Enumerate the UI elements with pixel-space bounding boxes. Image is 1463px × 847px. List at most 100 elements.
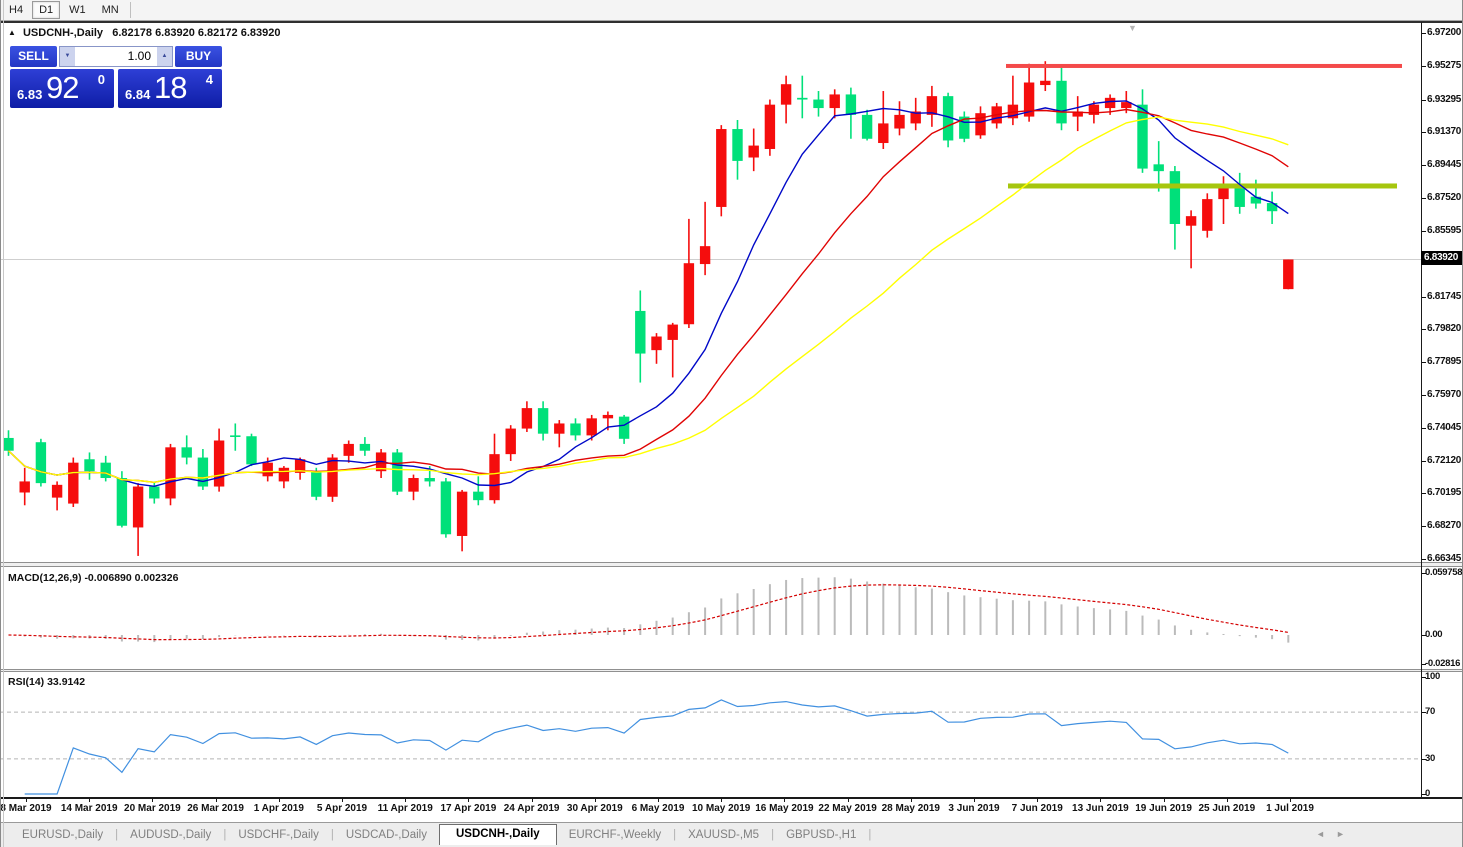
date-tick-label: 20 Mar 2019 — [124, 803, 181, 814]
candle — [635, 290, 646, 383]
macd-chart — [8, 577, 1290, 643]
chart-tab[interactable]: AUDUSD-,Daily — [130, 829, 212, 841]
candle — [84, 452, 95, 480]
date-axis[interactable]: 8 Mar 2019 14 Mar 2019 20 Mar 2019 26 Mar 2… — [0, 797, 1463, 822]
chart-tab-active[interactable]: USDCNH-,Daily — [438, 823, 557, 845]
price-axis-label: 6.81745 — [1427, 290, 1462, 302]
candle — [100, 455, 111, 482]
collapse-panel-icon[interactable]: ▲ — [8, 28, 16, 37]
candle — [894, 101, 905, 136]
candle — [699, 201, 711, 276]
timeframe-h4-button[interactable]: H4 — [9, 4, 24, 16]
chart-tab[interactable]: XAUUSD-,M5 — [688, 829, 760, 841]
chart-tab[interactable]: EURUSD-,Daily — [22, 829, 104, 841]
date-tick-label: 16 May 2019 — [755, 803, 814, 814]
candle — [1202, 193, 1213, 238]
date-tick-label: 25 Jun 2019 — [1198, 803, 1256, 814]
chart-shift-marker-icon[interactable]: ▼ — [1128, 23, 1137, 33]
candle — [910, 97, 921, 131]
axis-tick — [1422, 198, 1426, 200]
volume-input[interactable]: 1.00 — [75, 47, 157, 66]
candle — [764, 99, 776, 156]
candle — [35, 438, 47, 487]
candle — [926, 85, 938, 127]
candle — [1185, 210, 1197, 269]
candle — [521, 401, 533, 432]
date-tick-label: 17 Apr 2019 — [440, 803, 497, 814]
candle — [1056, 65, 1067, 131]
resistance-line — [1006, 63, 1402, 68]
candle — [959, 111, 970, 143]
candle — [505, 425, 516, 461]
macd-signal-line — [8, 584, 1289, 641]
candle — [181, 435, 192, 465]
chart-tab[interactable]: USDCHF-,Daily — [238, 829, 319, 841]
price-chart-panel[interactable] — [0, 23, 1421, 562]
buy-quote-box[interactable]: 6.84 18 4 — [118, 69, 222, 108]
date-tick — [1163, 799, 1165, 802]
candle — [586, 414, 597, 441]
sell-quote-box[interactable]: 6.83 92 0 — [10, 69, 114, 108]
chart-tab-bar: EURUSD-,Daily | AUDUSD-,Daily | USDCHF-,Dail… — [0, 822, 1463, 847]
date-tick — [468, 799, 470, 802]
rsi-axis-label: 100 — [1425, 671, 1440, 682]
rsi-chart — [0, 699, 1421, 795]
candle — [343, 440, 354, 463]
timeframe-w1-button[interactable]: W1 — [69, 4, 86, 16]
chart-tab[interactable]: EURCHF-,Weekly — [568, 829, 662, 841]
candle — [392, 449, 403, 496]
panel-divider[interactable] — [0, 669, 1463, 672]
axis-tick — [1422, 712, 1426, 714]
macd-histogram — [23, 577, 1290, 643]
sell-price-pips: 92 — [46, 70, 79, 105]
tab-scroll-right-icon[interactable]: ► — [1336, 829, 1345, 839]
date-tick — [215, 799, 217, 802]
tab-scroll-left-icon[interactable]: ◄ — [1316, 829, 1325, 839]
chart-tab[interactable]: USDCAD-,Daily — [345, 829, 427, 841]
date-tick — [26, 799, 27, 802]
axis-tick — [1422, 132, 1426, 134]
axis-tick — [1422, 65, 1426, 67]
candle — [1234, 172, 1245, 214]
buy-button[interactable]: BUY — [175, 46, 222, 67]
sell-button[interactable]: SELL — [10, 46, 57, 67]
ohlc-values-label: 6.82178 6.83920 6.82172 6.83920 — [112, 27, 281, 39]
rsi-axis-label: 0 — [1425, 788, 1430, 799]
date-tick-label: 6 May 2019 — [631, 803, 685, 814]
window-left-edge — [0, 0, 1, 847]
chart-window-top-border — [0, 21, 1463, 23]
panel-divider[interactable] — [0, 562, 1463, 567]
candle — [197, 449, 209, 490]
candle — [456, 489, 468, 552]
axis-tick — [1422, 33, 1426, 35]
date-tick — [405, 799, 407, 802]
one-click-trading-panel: SELL ▼ 1.00 ▲ BUY 6.83 92 0 6.84 18 4 — [10, 46, 222, 108]
ma-yellow-line — [8, 116, 1289, 484]
candle — [861, 109, 873, 141]
axis-tick — [1422, 99, 1426, 101]
candle — [19, 467, 30, 506]
timeframe-d1-button[interactable]: D1 — [32, 1, 61, 19]
macd-indicator-panel[interactable]: MACD(12,26,9) -0.006890 0.002326 — [0, 568, 1421, 669]
candle — [3, 430, 14, 456]
date-tick — [784, 799, 786, 802]
candle — [878, 91, 889, 149]
axis-tick — [1422, 493, 1426, 495]
candle — [570, 418, 581, 441]
price-axis-label: 6.91370 — [1427, 126, 1462, 138]
rsi-indicator-panel[interactable]: RSI(14) 33.9142 — [0, 672, 1421, 797]
volume-increase-icon[interactable]: ▲ — [157, 47, 172, 66]
candlestick-chart[interactable] — [0, 23, 1421, 562]
volume-decrease-icon[interactable]: ▼ — [60, 47, 75, 66]
candle — [230, 423, 241, 451]
date-tick-label: 10 May 2019 — [691, 803, 751, 814]
tab-separator: | — [115, 829, 119, 841]
price-axis-label: 6.77895 — [1427, 356, 1462, 368]
date-tick-label: 1 Jul 2019 — [1266, 803, 1314, 814]
timeframe-mn-button[interactable]: MN — [101, 4, 119, 16]
chart-tab[interactable]: GBPUSD-,H1 — [786, 829, 857, 841]
date-tick — [531, 799, 533, 802]
price-axis-label: 6.72120 — [1427, 454, 1462, 466]
candle — [683, 218, 695, 328]
price-axis-label: 6.89445 — [1427, 159, 1462, 171]
